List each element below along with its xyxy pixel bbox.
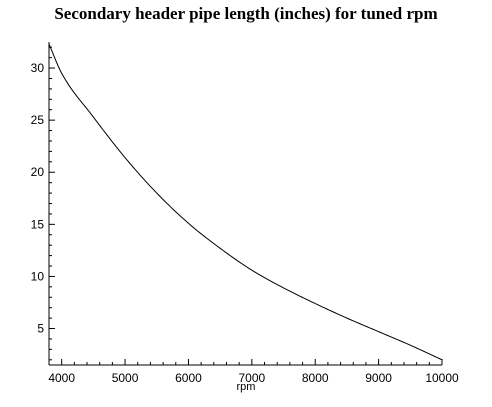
x-tick-label: 5000	[112, 371, 139, 385]
y-tick-label: 5	[37, 322, 44, 336]
y-tick-label: 30	[31, 61, 45, 75]
series-lines	[48, 43, 443, 361]
y-tick-label: 10	[31, 269, 45, 283]
x-axis-label: rpm	[237, 381, 256, 393]
chart-title: Secondary header pipe length (inches) fo…	[54, 4, 438, 23]
x-tick-label: 6000	[175, 371, 202, 385]
y-tick-label: 15	[31, 217, 45, 231]
axes: 4000 5000 6000 7000 8000 9000 10000 5 10 15 20 25 30	[31, 42, 459, 385]
x-tick-label: 9000	[365, 371, 392, 385]
y-tick-label: 20	[31, 165, 45, 179]
x-tick-label: 10000	[425, 371, 459, 385]
series-line-0	[48, 43, 443, 361]
y-tick-label: 25	[31, 113, 45, 127]
x-tick-label: 4000	[48, 371, 75, 385]
x-tick-label: 7000	[238, 371, 265, 385]
x-tick-label: 8000	[302, 371, 329, 385]
